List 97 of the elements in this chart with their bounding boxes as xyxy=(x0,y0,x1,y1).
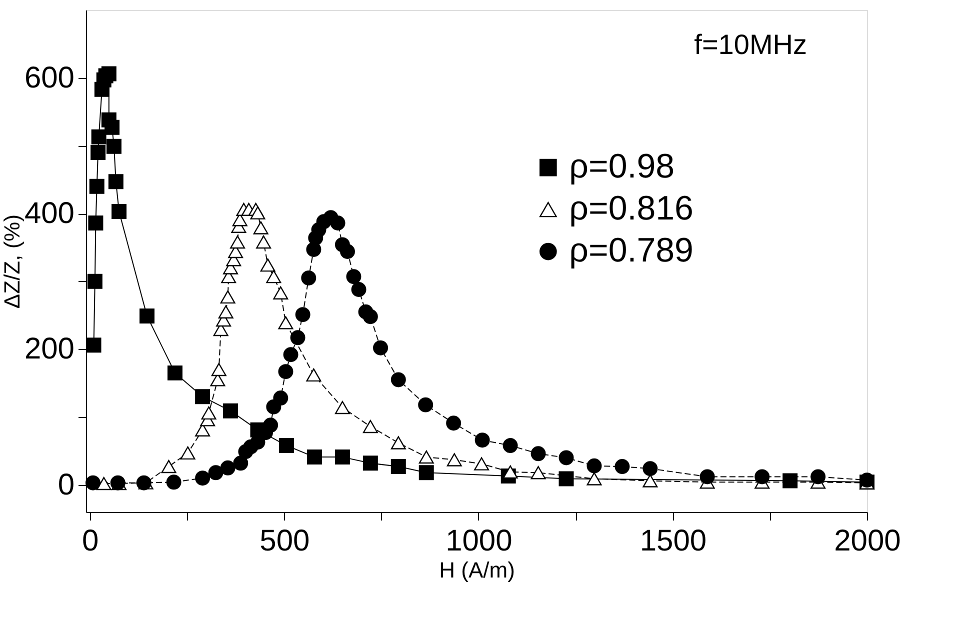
point xyxy=(290,330,306,346)
point xyxy=(474,457,490,470)
point xyxy=(782,473,798,488)
point xyxy=(195,470,210,486)
point xyxy=(89,178,104,194)
point xyxy=(306,450,322,465)
point xyxy=(250,206,266,220)
point xyxy=(211,362,226,376)
point xyxy=(474,432,490,448)
y-axis-title: ΔZ/Z, (%) xyxy=(0,214,24,309)
point xyxy=(161,460,176,474)
point xyxy=(334,400,350,414)
point xyxy=(418,465,434,480)
point xyxy=(502,438,518,453)
x-tick-label: 500 xyxy=(260,524,310,558)
point xyxy=(88,216,104,231)
point xyxy=(446,453,462,466)
point xyxy=(166,474,182,490)
point xyxy=(278,316,294,330)
point xyxy=(260,258,276,272)
x-axis-title: H (A/m) xyxy=(439,558,515,582)
point xyxy=(220,290,236,304)
point xyxy=(362,456,378,471)
point xyxy=(810,469,826,484)
point xyxy=(614,459,630,474)
x-tick-label: 0 xyxy=(82,524,99,558)
point xyxy=(201,406,216,420)
point xyxy=(112,204,127,219)
point xyxy=(279,438,294,454)
point xyxy=(90,144,106,160)
point xyxy=(558,471,574,486)
point xyxy=(754,469,770,484)
x-tick-label: 1000 xyxy=(446,524,512,558)
point xyxy=(390,436,406,450)
point xyxy=(340,244,355,259)
point xyxy=(108,174,124,190)
y-tick-label: 400 xyxy=(24,197,74,230)
legend-label: ρ=0.816 xyxy=(569,190,694,228)
point xyxy=(140,308,154,324)
point xyxy=(218,305,234,318)
point xyxy=(273,286,288,300)
point xyxy=(558,450,574,466)
point xyxy=(301,270,316,286)
point xyxy=(233,456,248,471)
point xyxy=(278,364,294,380)
y-tick-label: 0 xyxy=(58,468,74,502)
point xyxy=(306,368,322,382)
point xyxy=(586,458,602,474)
annotation: f=10MHz xyxy=(694,29,807,60)
point xyxy=(530,446,546,462)
point xyxy=(502,465,518,479)
x-tick-label: 2000 xyxy=(834,524,901,558)
point xyxy=(330,216,346,230)
point xyxy=(136,475,152,490)
point xyxy=(295,307,310,322)
point xyxy=(101,66,116,82)
point xyxy=(586,472,602,486)
point xyxy=(180,446,196,460)
point xyxy=(700,469,715,484)
point xyxy=(220,460,236,476)
point xyxy=(87,274,102,289)
point xyxy=(362,309,378,324)
point xyxy=(195,389,210,404)
point xyxy=(91,129,106,144)
point xyxy=(530,466,546,480)
point xyxy=(253,221,268,234)
point xyxy=(106,138,122,154)
legend-label: ρ=0.98 xyxy=(569,148,675,186)
point xyxy=(230,235,246,249)
point xyxy=(362,420,378,434)
point xyxy=(256,235,272,249)
point xyxy=(263,418,278,433)
point xyxy=(642,474,658,488)
point xyxy=(373,340,388,356)
x-tick-label: 1500 xyxy=(640,524,707,558)
point xyxy=(223,403,238,418)
point xyxy=(86,338,102,353)
point xyxy=(418,397,434,412)
point xyxy=(390,459,406,474)
point xyxy=(390,372,406,388)
y-tick-label: 600 xyxy=(24,61,74,94)
point xyxy=(167,365,182,380)
point xyxy=(283,347,298,362)
point xyxy=(334,450,350,465)
point xyxy=(351,282,366,297)
point xyxy=(266,270,282,284)
y-tick-label: 200 xyxy=(24,332,74,366)
point xyxy=(104,120,120,135)
point xyxy=(346,269,362,284)
point xyxy=(642,461,658,476)
point xyxy=(418,450,434,464)
point xyxy=(96,476,112,490)
point xyxy=(86,475,100,490)
point xyxy=(208,465,224,480)
point xyxy=(446,416,462,431)
point xyxy=(273,390,288,406)
legend-label: ρ=0.789 xyxy=(569,232,694,270)
